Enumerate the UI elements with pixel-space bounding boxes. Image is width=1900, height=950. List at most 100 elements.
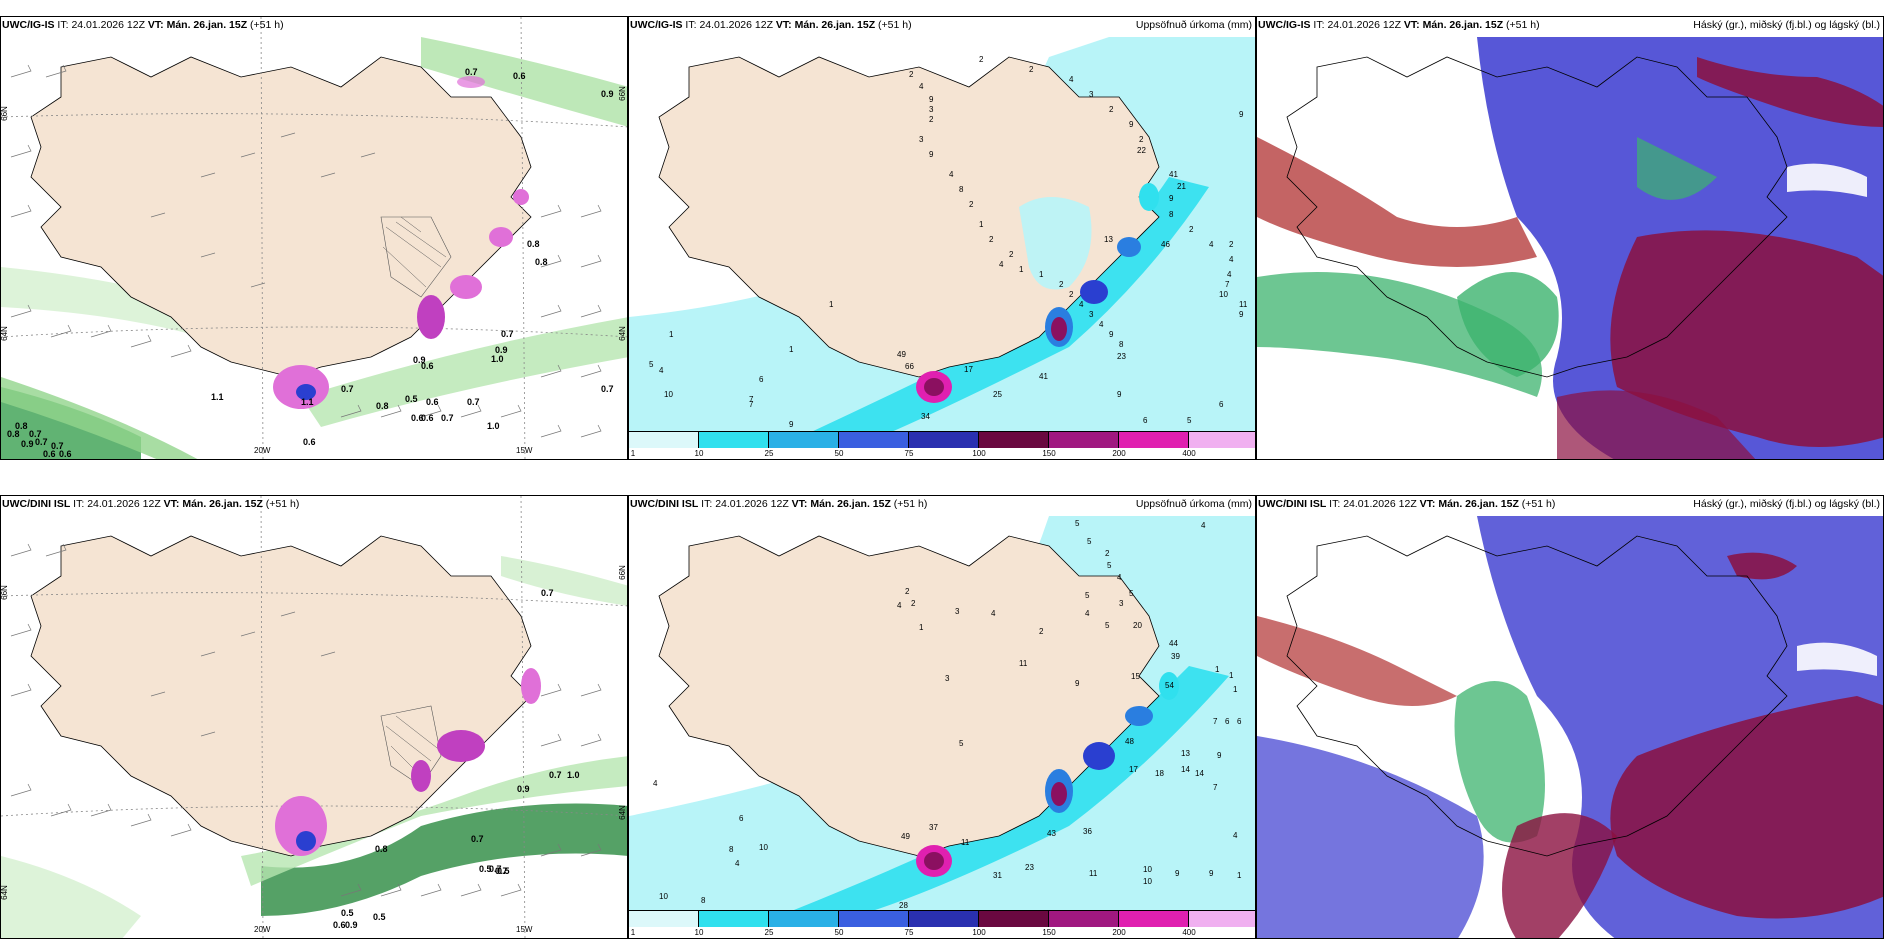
precip-value: 9 xyxy=(1117,390,1122,399)
wind-value: 0.7 xyxy=(549,770,562,780)
it-value: 24.01.2026 12Z xyxy=(71,19,145,31)
wind-value: 0.9 xyxy=(413,355,426,365)
panel-header-precip-dini: UWC/DINI ISL IT: 24.01.2026 12Z VT: Mán.… xyxy=(630,498,1254,512)
wind-value: 0.6 xyxy=(421,413,434,423)
colorbar-tick: 10 xyxy=(694,449,704,458)
precip-value: 3 xyxy=(1119,599,1124,608)
precip-value: 7 xyxy=(1213,783,1218,792)
precip-value: 9 xyxy=(929,95,934,104)
wind-value: 0.8 xyxy=(15,421,28,431)
colorbar-swatch xyxy=(629,911,699,927)
precip-value: 10 xyxy=(1143,877,1152,886)
precip-value: 2 xyxy=(909,70,914,79)
wind-value: 0.6 xyxy=(59,449,72,459)
it-label: IT: xyxy=(73,498,85,510)
vt-label: VT: xyxy=(775,19,792,31)
lon-label: 15W xyxy=(516,925,533,934)
precip-value: 5 xyxy=(1107,561,1112,570)
panel-header-cloud-dini: UWC/DINI ISL IT: 24.01.2026 12Z VT: Mán.… xyxy=(1258,498,1882,512)
wind-value: 0.7 xyxy=(471,834,484,844)
precip-value: 2 xyxy=(905,587,910,596)
precip-value: 4 xyxy=(1227,270,1232,279)
colorbar-tick: 400 xyxy=(1182,928,1196,937)
precip-value: 3 xyxy=(1089,90,1094,99)
it-value: 24.01.2026 12Z xyxy=(1327,19,1401,31)
wind-value: 0.6 xyxy=(43,449,56,459)
precip-value: 4 xyxy=(1117,573,1122,582)
precip-value: 1 xyxy=(979,220,984,229)
precip-map-ig: 2 4 9 3 2 3 9 4 8 2 1 2 2 1 1 2 2 4 3 4 … xyxy=(629,17,1255,433)
precip-value: 9 xyxy=(1129,120,1134,129)
wind-value: 1.1 xyxy=(301,397,314,407)
precip-value: 46 xyxy=(1161,240,1170,249)
precip-title: Uppsöfnuð úrkoma (mm) xyxy=(1135,19,1252,31)
precip-value: 9 xyxy=(789,420,794,429)
wind-value: 0.7 xyxy=(441,413,454,423)
it-label: IT: xyxy=(701,498,713,510)
precip-value: 9 xyxy=(929,150,934,159)
precip-value: 41 xyxy=(1039,372,1048,381)
wind-value: 0.7 xyxy=(51,441,64,451)
model-name: UWC/IG-IS xyxy=(1258,19,1311,31)
colorbar-tick: 75 xyxy=(904,449,914,458)
wind-value: 0.6 xyxy=(421,361,434,371)
colorbar-tick: 25 xyxy=(764,449,774,458)
colorbar-tick: 200 xyxy=(1112,449,1126,458)
precip-value: 4 xyxy=(1079,300,1084,309)
colorbar-tick: 25 xyxy=(764,928,774,937)
panel-cloud-ig xyxy=(1256,16,1884,460)
panel-precip-ig: 2 4 9 3 2 3 9 4 8 2 1 2 2 1 1 2 2 4 3 4 … xyxy=(628,16,1256,460)
precip-value: 3 xyxy=(955,607,960,616)
wind-value: 1.0 xyxy=(567,770,580,780)
it-value: 24.01.2026 12Z xyxy=(699,19,773,31)
precip-value: 3 xyxy=(1089,310,1094,319)
cloud-map-ig xyxy=(1257,17,1883,459)
colorbar-swatch xyxy=(769,432,839,448)
precip-value-labels: 5 4 5 2 5 4 5 3 5 4 5 20 44 39 54 1 1 7 … xyxy=(653,519,1242,910)
panel-precip-dini: 5 4 5 2 5 4 5 3 5 4 5 20 44 39 54 1 1 7 … xyxy=(628,495,1256,939)
cloud-map-dini xyxy=(1257,496,1883,938)
precip-value: 2 xyxy=(969,200,974,209)
precip-value: 4 xyxy=(1233,831,1238,840)
lead-time: (+51 h) xyxy=(1506,19,1540,31)
precip-value: 8 xyxy=(1169,210,1174,219)
wind-value: 0.7 xyxy=(29,429,42,439)
model-name: UWC/IG-IS xyxy=(2,19,55,31)
wind-value: 0.7 xyxy=(489,864,502,874)
wind-value: 0.8 xyxy=(7,429,20,439)
wind-value: 0.8 xyxy=(535,257,548,267)
it-label: IT: xyxy=(685,19,697,31)
colorbar-swatch xyxy=(699,911,769,927)
wind-value-labels: 0.8 0.7 0.9 0.6 0.6 0.8 0.7 0.7 0.9 0.7 … xyxy=(7,67,614,459)
precip-value: 8 xyxy=(1119,340,1124,349)
wind-value: 0.9 xyxy=(345,920,358,930)
panel-wind-ig: 0.8 0.7 0.9 0.6 0.6 0.8 0.7 0.7 0.9 0.7 … xyxy=(0,16,628,460)
vt-label: VT: xyxy=(791,498,808,510)
wind-barbs xyxy=(10,543,602,897)
colorbar-swatch xyxy=(979,911,1049,927)
precip-value: 4 xyxy=(1209,240,1214,249)
vt-value: Mán. 26.jan. 15Z xyxy=(1422,19,1504,31)
vt-value: Mán. 26.jan. 15Z xyxy=(810,498,891,510)
vt-label: VT: xyxy=(1419,498,1436,510)
wind-value: 0.9 xyxy=(21,439,34,449)
precip-value: 4 xyxy=(653,779,658,788)
precip-value: 5 xyxy=(1187,416,1192,425)
precip-value: 4 xyxy=(999,260,1004,269)
precip-value: 10 xyxy=(1219,290,1228,299)
wind-value: 0.8 xyxy=(375,844,388,854)
precip-value: 54 xyxy=(1165,681,1174,690)
precip-value: 9 xyxy=(1209,869,1214,878)
colorbar-swatch xyxy=(1049,911,1119,927)
lon-label: 20W xyxy=(254,925,271,934)
wind-value: 0.6 xyxy=(303,437,316,447)
model-name: UWC/DINI ISL xyxy=(630,498,699,510)
precip-value: 49 xyxy=(901,832,910,841)
panel-header-wind-dini: UWC/DINI ISL IT: 24.01.2026 12Z VT: Mán.… xyxy=(2,498,628,512)
precip-value: 2 xyxy=(1189,225,1194,234)
precip-value-labels: 2 4 9 3 2 3 9 4 8 2 1 2 2 1 1 2 2 4 3 4 … xyxy=(649,55,1248,429)
panel-cloud-dini xyxy=(1256,495,1884,939)
wind-value: 0.7 xyxy=(501,329,514,339)
precip-value: 6 xyxy=(1237,717,1242,726)
panel-wind-dini: 0.7 0.7 1.0 0.9 0.8 0.7 0.5 0.5 0.7 0.7 … xyxy=(0,495,628,939)
